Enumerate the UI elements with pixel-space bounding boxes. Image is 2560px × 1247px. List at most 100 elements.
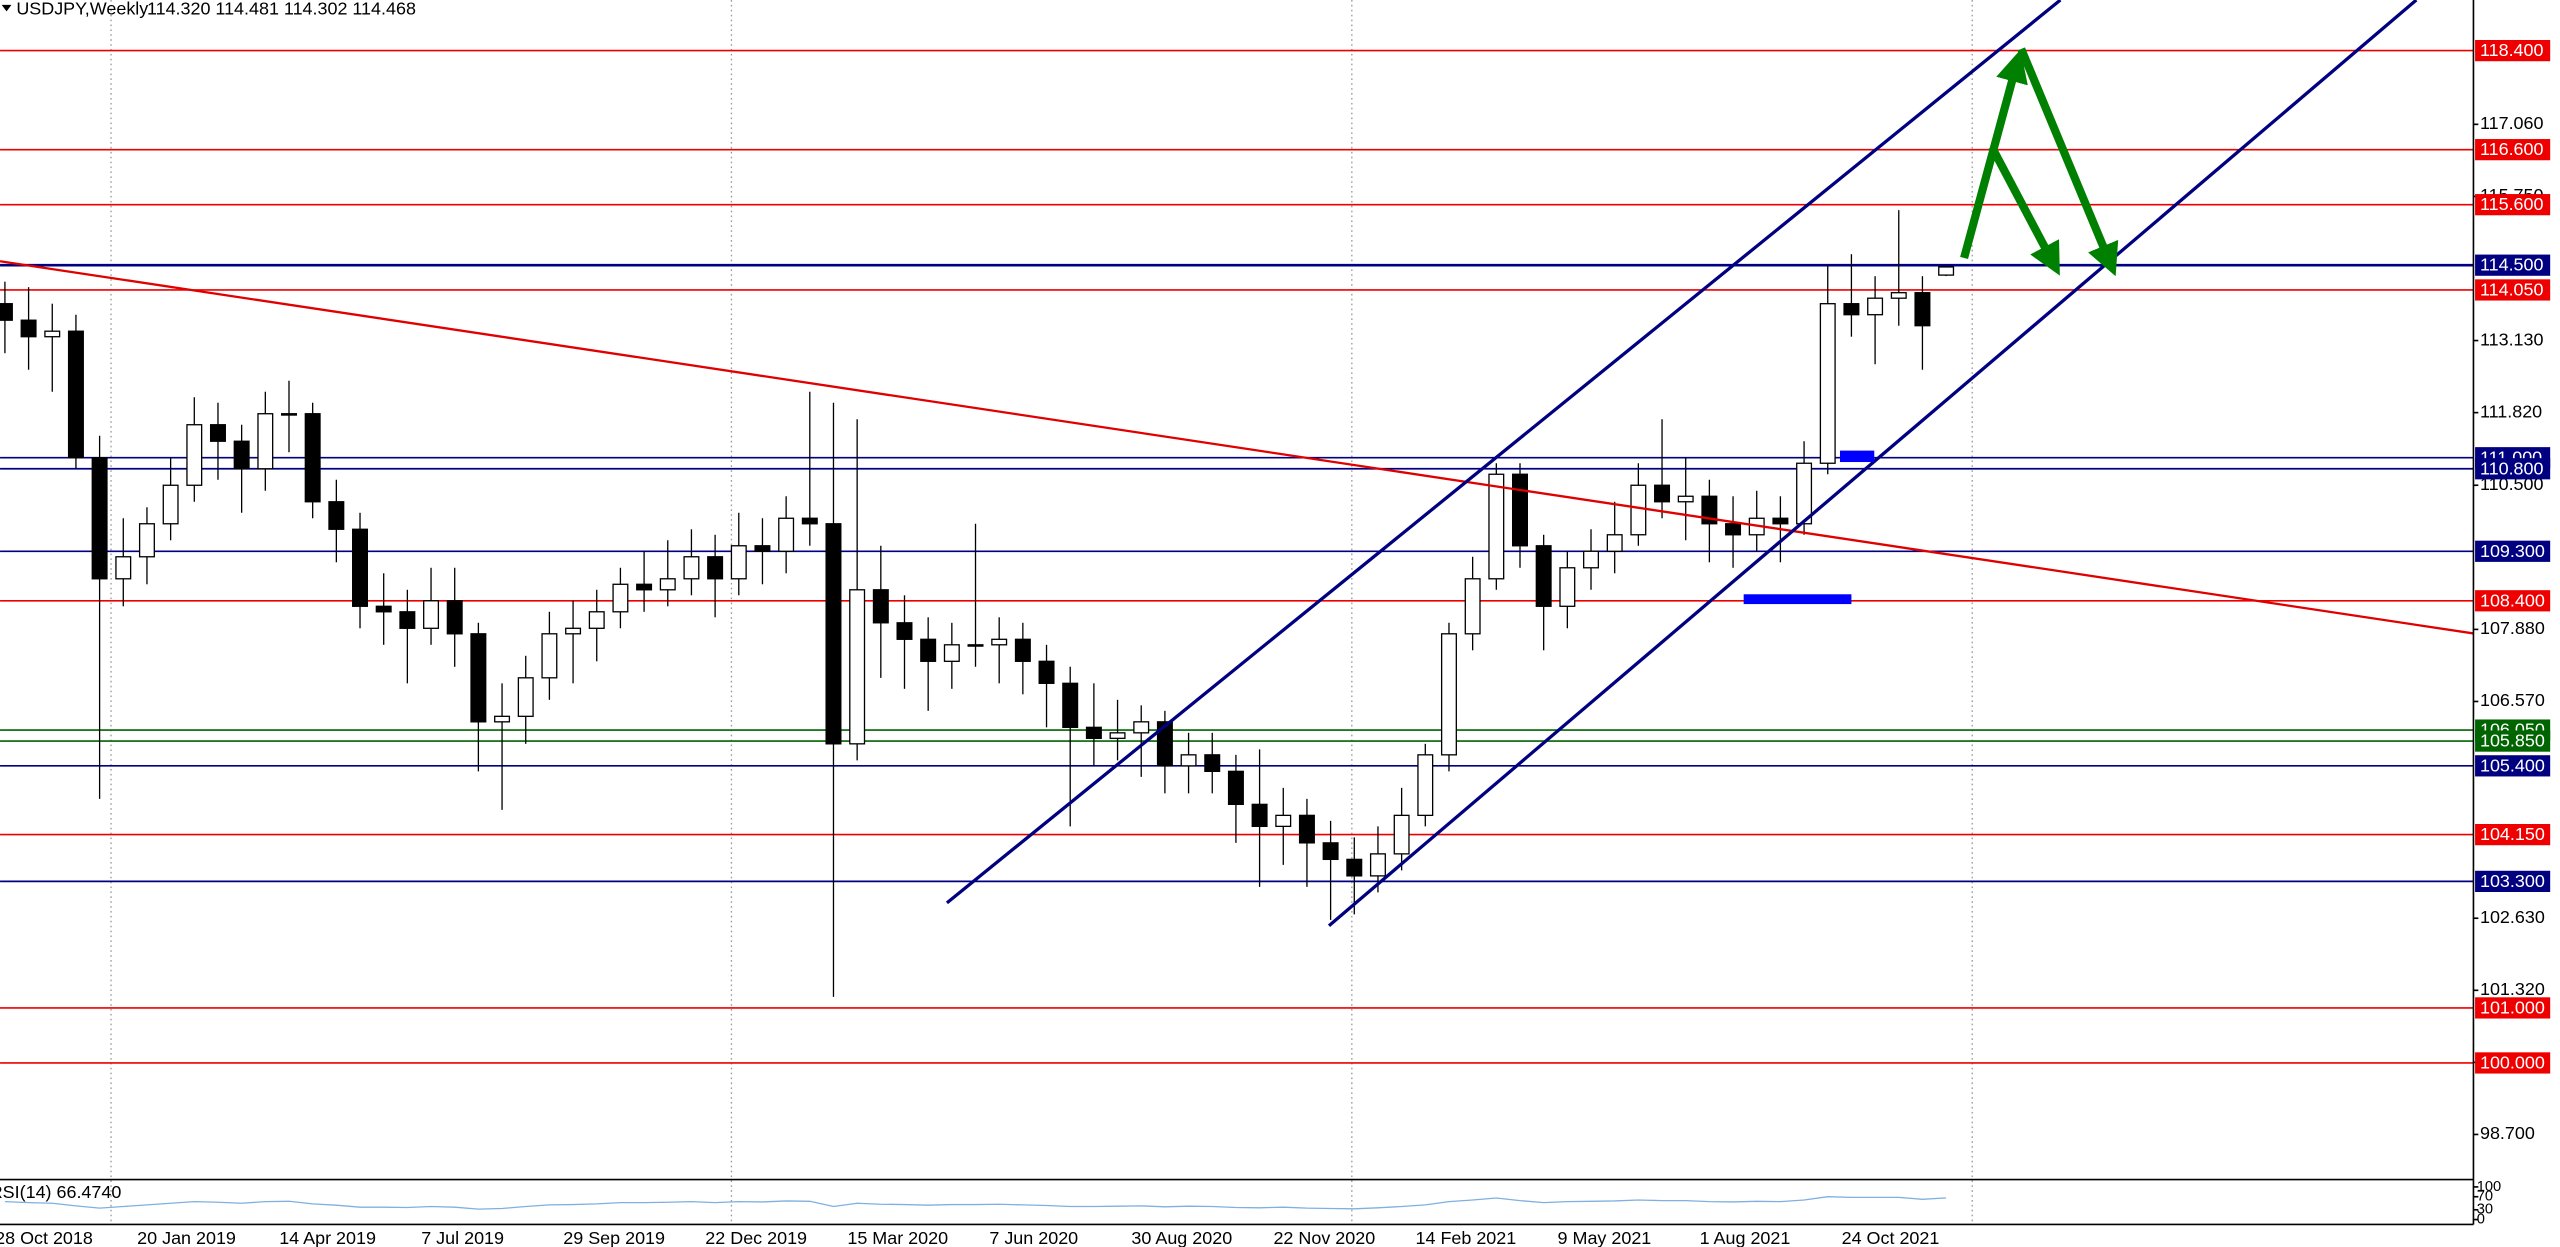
y-axis: 117.060115.750113.130111.820110.500107.8… (2473, 40, 2551, 1143)
x-tick-label: 20 Jan 2019 (137, 1228, 236, 1247)
y-tick-label: 111.820 (2480, 401, 2542, 421)
candle-body (470, 633, 487, 723)
candle-body (1725, 523, 1742, 536)
y-tick-label: 106.570 (2480, 690, 2545, 710)
x-tick-label: 22 Dec 2019 (705, 1228, 807, 1247)
zone (1743, 594, 1852, 605)
candle-body (44, 330, 61, 338)
candle-body (1440, 633, 1457, 756)
level-label: 100.000 (2480, 1052, 2545, 1072)
candle-body (1251, 803, 1268, 828)
candle-body (162, 484, 179, 525)
candle-body (1298, 814, 1315, 844)
candle-body (257, 413, 274, 470)
level-label: 109.300 (2480, 541, 2545, 561)
candle-body (1630, 484, 1647, 536)
candle-body (707, 556, 724, 580)
candle-body (1867, 297, 1884, 316)
level-label-box (2475, 139, 2551, 161)
candle-body (612, 583, 629, 613)
candle-body (1819, 303, 1836, 464)
rsi-tick-label: 70 (2477, 1189, 2493, 1205)
candle-body (1275, 814, 1292, 828)
candle-body (0, 303, 13, 321)
candle-body (423, 600, 440, 629)
y-tick-label: 98.700 (2480, 1123, 2535, 1143)
candle-body (1606, 534, 1623, 552)
level-label: 108.400 (2480, 590, 2545, 610)
candle-body (778, 517, 795, 552)
y-tick-label: 113.130 (2480, 329, 2544, 349)
candle-body (1511, 473, 1528, 547)
zone (1839, 450, 1875, 463)
level-label: 118.400 (2480, 40, 2544, 60)
channel-upper (945, 0, 2062, 905)
level-label-box (2475, 279, 2551, 301)
candle-body (588, 611, 605, 629)
candle-body (20, 319, 37, 338)
chart-title: USDJPY,Weekly (16, 0, 148, 19)
level-label-box (2475, 40, 2551, 62)
level-label-box (2475, 590, 2551, 612)
candles (0, 210, 1955, 997)
candle-body (1085, 726, 1102, 739)
candle-body (1204, 754, 1221, 772)
candle-body (1772, 517, 1789, 525)
arrow (1960, 49, 2028, 260)
candle-body (186, 424, 203, 486)
x-tick-label: 30 Aug 2020 (1131, 1228, 1232, 1247)
candle-body (1227, 770, 1244, 806)
level-label: 105.850 (2480, 731, 2545, 751)
candle-body (1156, 721, 1173, 767)
y-tick-label: 107.880 (2480, 618, 2545, 638)
x-tick-label: 7 Jun 2020 (989, 1228, 1078, 1247)
candle-body (1322, 842, 1339, 861)
candle-body (1464, 578, 1481, 635)
candle-body (304, 413, 321, 503)
candle-body (541, 633, 558, 679)
x-tick-label: 22 Nov 2020 (1273, 1228, 1375, 1247)
x-tick-label: 1 Aug 2021 (1700, 1228, 1791, 1247)
candle-body (67, 330, 84, 459)
level-label: 114.050 (2480, 279, 2544, 299)
rsi-line (4, 1196, 1947, 1210)
candle-body (636, 583, 653, 591)
candle-body (943, 644, 960, 662)
candle-body (1393, 814, 1410, 855)
level-label-box (2475, 824, 2551, 846)
candle-body (280, 413, 297, 416)
candle-body (1559, 567, 1576, 607)
level-label: 115.600 (2480, 194, 2544, 214)
candle-body (352, 528, 369, 607)
level-label: 105.400 (2480, 755, 2545, 775)
candle-body (1109, 732, 1126, 739)
candle-body (1014, 638, 1031, 662)
channel-lower (1327, 0, 2418, 927)
y-tick-label: 117.060 (2480, 113, 2544, 133)
level-label: 110.800 (2480, 458, 2544, 478)
level-label-box (2475, 730, 2551, 752)
candle-body (1677, 495, 1694, 503)
candle-body (730, 545, 747, 580)
level-label: 114.500 (2480, 255, 2544, 275)
candle-body (1843, 303, 1860, 316)
level-label-box (2475, 540, 2551, 562)
level-label: 101.000 (2480, 997, 2545, 1017)
rsi-tick-label: 30 (2477, 1202, 2493, 1218)
candle-body (233, 440, 250, 470)
candle-body (896, 622, 913, 640)
candle-body (659, 578, 676, 591)
ohlc-readout: 114.320 114.481 114.302 114.468 (147, 0, 416, 19)
rsi-label: RSI(14) 66.4740 (0, 1182, 121, 1202)
candle-body (683, 556, 700, 580)
candle-body (801, 517, 818, 525)
candle-body (1914, 292, 1931, 327)
candle-body (517, 677, 534, 717)
candle-body (872, 589, 889, 624)
x-tick-label: 14 Feb 2021 (1416, 1228, 1517, 1247)
candle-body (1654, 484, 1671, 503)
candle-body (1890, 292, 1907, 299)
candle-body (375, 605, 392, 613)
